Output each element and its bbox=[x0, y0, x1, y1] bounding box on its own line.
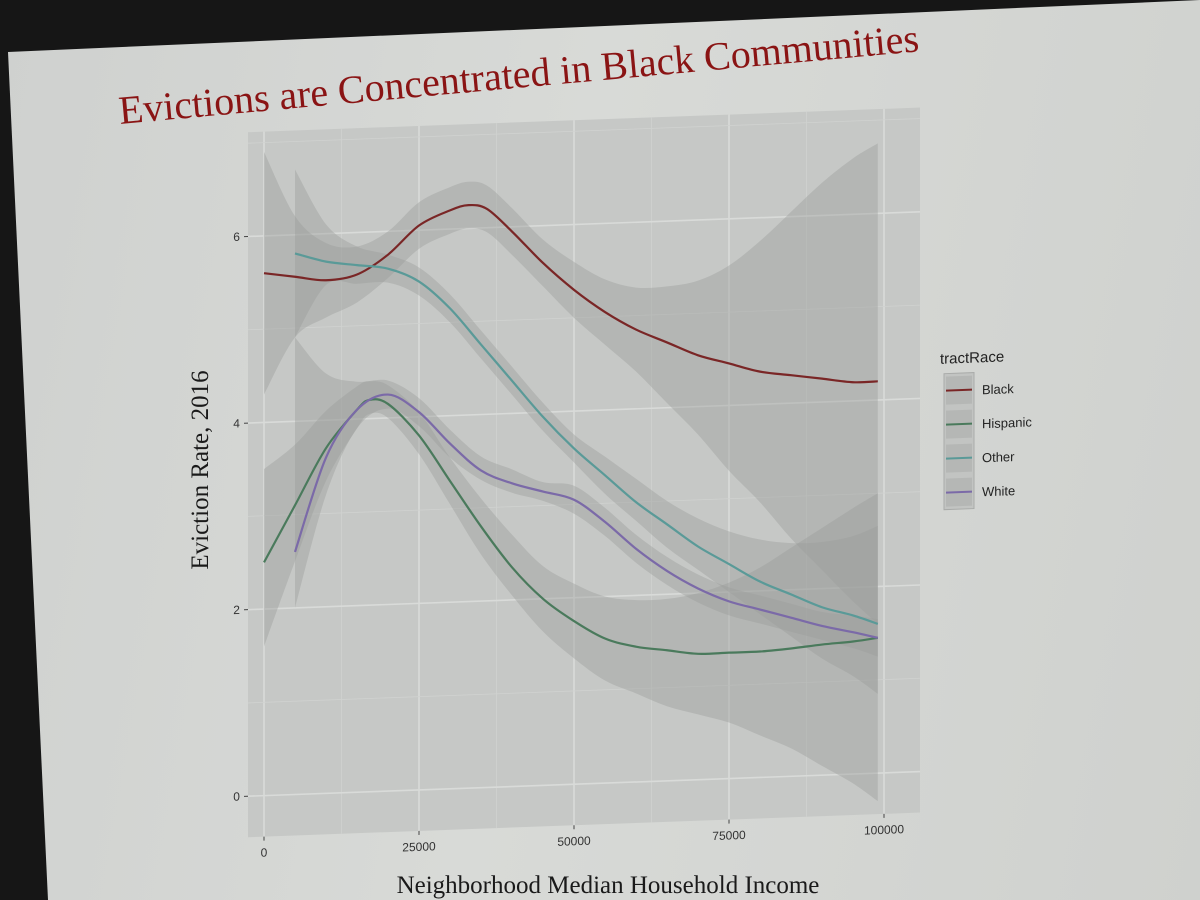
legend-label-other: Other bbox=[982, 449, 1015, 465]
y-minor-gridline bbox=[248, 677, 920, 704]
legend-swatch-white bbox=[946, 490, 972, 494]
x-tick-label: 50000 bbox=[557, 834, 591, 849]
x-tick-label: 100000 bbox=[864, 822, 904, 837]
y-tick-label: 6 bbox=[233, 230, 240, 244]
plot-panel bbox=[248, 107, 920, 838]
y-gridline bbox=[248, 770, 920, 798]
x-axis-title: Neighborhood Median Household Income bbox=[397, 872, 820, 899]
line-other bbox=[294, 252, 879, 625]
x-tick-label: 0 bbox=[261, 845, 268, 859]
y-axis-ticks: 0 2 4 6 bbox=[233, 230, 248, 804]
legend-label-black: Black bbox=[982, 381, 1014, 397]
x-tick-label: 75000 bbox=[712, 828, 746, 843]
y-minor-gridline bbox=[248, 304, 920, 331]
y-tick-label: 0 bbox=[233, 789, 240, 803]
legend-items: Black Hispanic Other White bbox=[946, 375, 1032, 507]
ribbon-white bbox=[295, 337, 878, 657]
y-minor-gridline bbox=[248, 491, 920, 517]
eviction-chart: Evictions are Concentrated in Black Comm… bbox=[117, 15, 1033, 899]
legend-swatch-black bbox=[946, 388, 972, 392]
legend-label-white: White bbox=[982, 483, 1015, 499]
grid-lines bbox=[248, 108, 920, 837]
legend-title: tractRace bbox=[940, 348, 1004, 367]
y-gridline bbox=[248, 397, 920, 424]
legend-swatch-other bbox=[946, 456, 972, 460]
legend-key-box bbox=[943, 372, 975, 511]
series-lines bbox=[263, 203, 879, 655]
x-tick-label: 25000 bbox=[402, 839, 436, 854]
y-gridline bbox=[248, 211, 920, 238]
y-axis-title: Eviction Rate, 2016 bbox=[187, 370, 214, 569]
legend-label-hispanic: Hispanic bbox=[982, 414, 1032, 431]
y-minor-gridline bbox=[248, 118, 920, 144]
y-gridline bbox=[248, 584, 920, 611]
x-axis-ticks: 0 25000 50000 75000 100000 bbox=[261, 813, 904, 860]
y-tick-label: 4 bbox=[233, 416, 240, 430]
legend-swatch-hispanic bbox=[946, 422, 972, 426]
line-white bbox=[293, 393, 879, 639]
ribbon-hispanic bbox=[264, 381, 878, 802]
y-tick-label: 2 bbox=[233, 603, 240, 617]
ribbon-black bbox=[264, 143, 878, 624]
legend: tractRace Black Hispanic Other White bbox=[940, 348, 1032, 511]
presentation-slide: Evictions are Concentrated in Black Comm… bbox=[8, 0, 1200, 900]
